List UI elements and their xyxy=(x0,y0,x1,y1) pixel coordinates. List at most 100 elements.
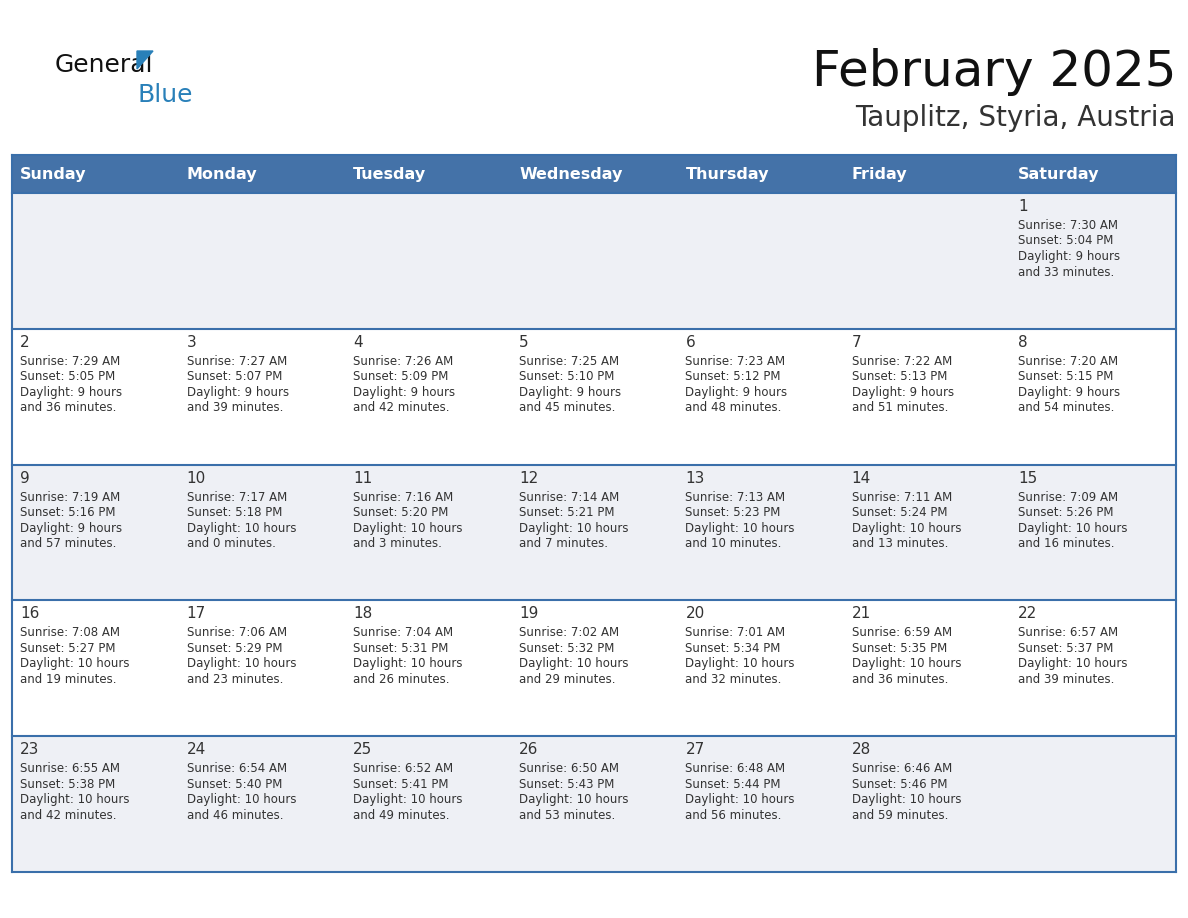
Text: Sunset: 5:18 PM: Sunset: 5:18 PM xyxy=(187,506,282,519)
Text: Sunrise: 7:25 AM: Sunrise: 7:25 AM xyxy=(519,354,619,368)
Polygon shape xyxy=(137,51,153,69)
Text: Sunrise: 7:13 AM: Sunrise: 7:13 AM xyxy=(685,490,785,504)
Text: Sunrise: 7:09 AM: Sunrise: 7:09 AM xyxy=(1018,490,1118,504)
Text: Sunset: 5:26 PM: Sunset: 5:26 PM xyxy=(1018,506,1113,519)
Text: and 7 minutes.: and 7 minutes. xyxy=(519,537,608,550)
Text: Daylight: 10 hours: Daylight: 10 hours xyxy=(353,657,462,670)
Text: 11: 11 xyxy=(353,471,372,486)
Text: 6: 6 xyxy=(685,335,695,350)
Text: Daylight: 9 hours: Daylight: 9 hours xyxy=(519,386,621,398)
Text: and 29 minutes.: and 29 minutes. xyxy=(519,673,615,686)
Text: 13: 13 xyxy=(685,471,704,486)
Text: and 57 minutes.: and 57 minutes. xyxy=(20,537,116,550)
Text: Saturday: Saturday xyxy=(1018,166,1100,182)
Text: Sunrise: 6:52 AM: Sunrise: 6:52 AM xyxy=(353,762,453,775)
Text: 17: 17 xyxy=(187,607,206,621)
Text: 25: 25 xyxy=(353,742,372,757)
Text: Daylight: 9 hours: Daylight: 9 hours xyxy=(685,386,788,398)
Text: 3: 3 xyxy=(187,335,196,350)
Text: 18: 18 xyxy=(353,607,372,621)
Text: 14: 14 xyxy=(852,471,871,486)
Text: Sunset: 5:05 PM: Sunset: 5:05 PM xyxy=(20,370,115,384)
Text: Friday: Friday xyxy=(852,166,908,182)
Text: Sunrise: 7:11 AM: Sunrise: 7:11 AM xyxy=(852,490,952,504)
Text: Sunset: 5:29 PM: Sunset: 5:29 PM xyxy=(187,642,282,655)
Text: Tauplitz, Styria, Austria: Tauplitz, Styria, Austria xyxy=(855,104,1176,132)
Text: and 19 minutes.: and 19 minutes. xyxy=(20,673,116,686)
Text: Sunset: 5:24 PM: Sunset: 5:24 PM xyxy=(852,506,947,519)
Text: Sunset: 5:44 PM: Sunset: 5:44 PM xyxy=(685,778,781,790)
Text: Daylight: 10 hours: Daylight: 10 hours xyxy=(685,521,795,534)
Text: 23: 23 xyxy=(20,742,39,757)
Text: Sunday: Sunday xyxy=(20,166,87,182)
Text: and 16 minutes.: and 16 minutes. xyxy=(1018,537,1114,550)
Text: Sunset: 5:34 PM: Sunset: 5:34 PM xyxy=(685,642,781,655)
Text: Daylight: 10 hours: Daylight: 10 hours xyxy=(852,521,961,534)
Text: Sunrise: 7:22 AM: Sunrise: 7:22 AM xyxy=(852,354,952,368)
Text: Sunrise: 6:59 AM: Sunrise: 6:59 AM xyxy=(852,626,952,640)
Text: Daylight: 9 hours: Daylight: 9 hours xyxy=(852,386,954,398)
Text: 26: 26 xyxy=(519,742,538,757)
Text: and 39 minutes.: and 39 minutes. xyxy=(187,401,283,414)
Text: Sunset: 5:43 PM: Sunset: 5:43 PM xyxy=(519,778,614,790)
Text: Sunrise: 7:02 AM: Sunrise: 7:02 AM xyxy=(519,626,619,640)
Text: 16: 16 xyxy=(20,607,39,621)
Text: Sunset: 5:46 PM: Sunset: 5:46 PM xyxy=(852,778,947,790)
Text: Sunrise: 7:14 AM: Sunrise: 7:14 AM xyxy=(519,490,619,504)
Text: February 2025: February 2025 xyxy=(811,48,1176,96)
Text: Sunset: 5:38 PM: Sunset: 5:38 PM xyxy=(20,778,115,790)
Text: Sunset: 5:31 PM: Sunset: 5:31 PM xyxy=(353,642,448,655)
Text: and 42 minutes.: and 42 minutes. xyxy=(20,809,116,822)
Text: Sunset: 5:35 PM: Sunset: 5:35 PM xyxy=(852,642,947,655)
Text: and 54 minutes.: and 54 minutes. xyxy=(1018,401,1114,414)
Text: Wednesday: Wednesday xyxy=(519,166,623,182)
Text: 8: 8 xyxy=(1018,335,1028,350)
Text: Sunrise: 7:27 AM: Sunrise: 7:27 AM xyxy=(187,354,286,368)
Text: 7: 7 xyxy=(852,335,861,350)
Text: 22: 22 xyxy=(1018,607,1037,621)
Text: and 26 minutes.: and 26 minutes. xyxy=(353,673,449,686)
Bar xyxy=(12,736,1176,872)
Text: Daylight: 10 hours: Daylight: 10 hours xyxy=(1018,657,1127,670)
Text: Sunrise: 6:55 AM: Sunrise: 6:55 AM xyxy=(20,762,120,775)
Text: Sunrise: 6:57 AM: Sunrise: 6:57 AM xyxy=(1018,626,1118,640)
Text: Daylight: 10 hours: Daylight: 10 hours xyxy=(353,793,462,806)
Text: Daylight: 10 hours: Daylight: 10 hours xyxy=(20,657,129,670)
Text: Sunrise: 7:29 AM: Sunrise: 7:29 AM xyxy=(20,354,120,368)
Text: and 48 minutes.: and 48 minutes. xyxy=(685,401,782,414)
Text: and 45 minutes.: and 45 minutes. xyxy=(519,401,615,414)
Text: Sunset: 5:41 PM: Sunset: 5:41 PM xyxy=(353,778,448,790)
Text: Daylight: 10 hours: Daylight: 10 hours xyxy=(187,521,296,534)
Text: 19: 19 xyxy=(519,607,538,621)
Text: and 23 minutes.: and 23 minutes. xyxy=(187,673,283,686)
Text: 4: 4 xyxy=(353,335,362,350)
Text: and 56 minutes.: and 56 minutes. xyxy=(685,809,782,822)
Text: Sunrise: 7:16 AM: Sunrise: 7:16 AM xyxy=(353,490,453,504)
Text: and 42 minutes.: and 42 minutes. xyxy=(353,401,449,414)
Text: Sunset: 5:09 PM: Sunset: 5:09 PM xyxy=(353,370,448,384)
Text: General: General xyxy=(55,53,153,77)
Text: and 36 minutes.: and 36 minutes. xyxy=(852,673,948,686)
Text: Sunset: 5:32 PM: Sunset: 5:32 PM xyxy=(519,642,614,655)
Text: Daylight: 10 hours: Daylight: 10 hours xyxy=(187,657,296,670)
Text: Daylight: 10 hours: Daylight: 10 hours xyxy=(852,657,961,670)
Text: Sunset: 5:27 PM: Sunset: 5:27 PM xyxy=(20,642,115,655)
Text: and 51 minutes.: and 51 minutes. xyxy=(852,401,948,414)
Text: and 10 minutes.: and 10 minutes. xyxy=(685,537,782,550)
Text: and 32 minutes.: and 32 minutes. xyxy=(685,673,782,686)
Text: Sunrise: 7:08 AM: Sunrise: 7:08 AM xyxy=(20,626,120,640)
Text: Sunset: 5:37 PM: Sunset: 5:37 PM xyxy=(1018,642,1113,655)
Text: Daylight: 10 hours: Daylight: 10 hours xyxy=(685,793,795,806)
Text: Daylight: 10 hours: Daylight: 10 hours xyxy=(353,521,462,534)
Text: and 36 minutes.: and 36 minutes. xyxy=(20,401,116,414)
Text: Sunset: 5:07 PM: Sunset: 5:07 PM xyxy=(187,370,282,384)
Text: Sunset: 5:40 PM: Sunset: 5:40 PM xyxy=(187,778,282,790)
Text: 21: 21 xyxy=(852,607,871,621)
Text: Sunset: 5:15 PM: Sunset: 5:15 PM xyxy=(1018,370,1113,384)
Text: 2: 2 xyxy=(20,335,30,350)
Text: and 0 minutes.: and 0 minutes. xyxy=(187,537,276,550)
Text: Sunset: 5:21 PM: Sunset: 5:21 PM xyxy=(519,506,614,519)
Text: and 39 minutes.: and 39 minutes. xyxy=(1018,673,1114,686)
Text: Sunset: 5:13 PM: Sunset: 5:13 PM xyxy=(852,370,947,384)
Bar xyxy=(12,329,1176,465)
